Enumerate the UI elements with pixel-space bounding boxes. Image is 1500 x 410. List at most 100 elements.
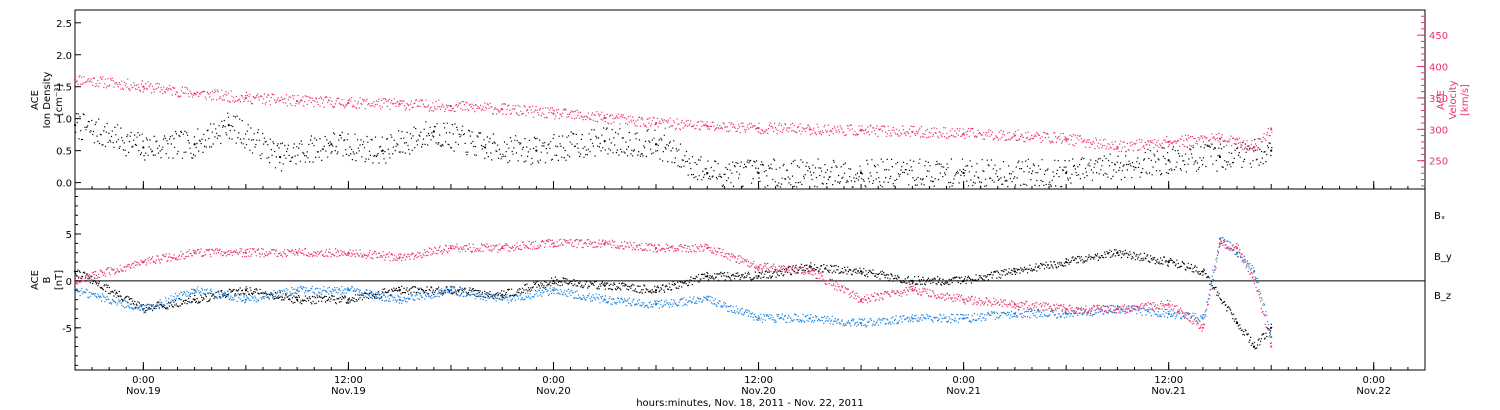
series-by-point [1235, 251, 1239, 254]
series-bz-point [706, 246, 709, 250]
velocity-tick-label: 350 [1429, 94, 1448, 105]
series-by-point [859, 322, 863, 325]
series-bz-point [552, 242, 555, 245]
series-bz-point [1065, 307, 1068, 311]
series-velocity-point [1167, 140, 1170, 143]
series-bz-point [501, 246, 504, 250]
series-bx-point [859, 270, 863, 273]
velocity-tick-label: 450 [1429, 31, 1448, 42]
series-density-point [962, 171, 965, 175]
series-bz-point [654, 246, 658, 250]
series-by-point [654, 303, 658, 306]
series-bx-point [706, 275, 709, 278]
series-by-point [193, 289, 196, 292]
x-tick-time: 0:00 [952, 375, 974, 386]
series-bx-point [1235, 322, 1239, 325]
series-bx-point [552, 279, 555, 283]
series-density-point [142, 146, 145, 149]
legend-by: B_y [1434, 252, 1452, 263]
series-velocity-point [706, 125, 709, 128]
x-tick-date: Nov.20 [536, 386, 571, 397]
series-velocity [73, 75, 1273, 153]
ylabel-velocity-line3: [km/s] [1460, 84, 1471, 116]
x-tick-date: Nov.19 [331, 386, 366, 397]
series-by-point [398, 298, 401, 301]
series-bx-point [757, 275, 760, 278]
series-velocity-point [808, 128, 811, 131]
x-tick-time: 12:00 [334, 375, 363, 386]
top-panel: 0.0 0.5 1.0 1.5 2.0 2.5 250 300 350 400 450 ACE I… [30, 9, 1471, 190]
series-bz-point [859, 298, 863, 301]
series-velocity-point [859, 129, 863, 132]
series-bx-point [1013, 270, 1016, 273]
velocity-tick-label: 300 [1429, 125, 1448, 136]
x-tick-date: Nov.21 [1151, 386, 1186, 397]
series-velocity-point [347, 101, 350, 105]
series-bx-points [75, 249, 1272, 350]
series-bx-point [296, 298, 299, 301]
ylabel-b-line1: ACE [30, 270, 41, 290]
series-density-point [654, 143, 658, 146]
series-bz-point [1235, 246, 1239, 250]
series-velocity-point [654, 121, 658, 125]
series-bz-point [1270, 345, 1273, 348]
series-density-point [278, 155, 282, 159]
series-density-point [757, 171, 760, 175]
series-velocity-point [1013, 134, 1016, 137]
series-bz-point [757, 265, 760, 268]
series-density-point [330, 143, 333, 146]
series-density-point [1218, 155, 1222, 159]
series-bx-point [1116, 251, 1119, 254]
series-by-point [706, 298, 709, 301]
series-velocity-point [1253, 145, 1256, 149]
x-axis: 0:00Nov.1912:00Nov.190:00Nov.2012:00Nov.… [74, 181, 1426, 409]
series-bz-points [75, 238, 1272, 345]
series-bz [73, 238, 1273, 348]
series-bx-point [911, 279, 914, 283]
series-bz-point [398, 256, 401, 259]
series-by-point [552, 289, 555, 292]
density-tick-label: 2.5 [56, 19, 72, 30]
ylabel-velocity-line1: ACE [1436, 90, 1447, 110]
series-velocity-point [244, 96, 247, 100]
legend-bx: Bₓ [1434, 211, 1445, 222]
series-velocity-point [1116, 145, 1119, 149]
series-density-point [484, 146, 487, 149]
ylabel-density-line1: ACE [30, 90, 41, 110]
series-bx-point [398, 289, 401, 292]
series-bx-point [244, 289, 247, 292]
series-bz-point [142, 261, 145, 264]
series-density-point [73, 123, 77, 127]
series-density-point [859, 171, 863, 175]
series-by-point [296, 289, 299, 292]
series-by-point [808, 317, 811, 320]
series-by-point [603, 298, 606, 301]
series-bx-point [603, 284, 606, 287]
series-velocity-point [398, 103, 401, 106]
density-tick-label: 2.0 [56, 51, 72, 62]
series-velocity-point [911, 130, 914, 133]
series-bz-point [1167, 303, 1170, 306]
series-density [73, 112, 1273, 188]
x-tick-time: 0:00 [542, 375, 564, 386]
series-by [73, 237, 1273, 339]
x-tick-date: Nov.22 [1356, 386, 1391, 397]
series-by-point [501, 298, 504, 301]
ylabel-density-line2: Ion Density [42, 72, 53, 129]
series-bx-point [654, 289, 658, 292]
series-velocity-point [1270, 128, 1273, 131]
series-by-point [347, 289, 350, 292]
x-tick-time: 12:00 [744, 375, 773, 386]
series-bx [73, 249, 1273, 350]
series-bz-point [347, 251, 350, 254]
series-bz-point [296, 251, 299, 254]
series-velocity-point [501, 108, 504, 111]
ylabel-density-line3: [cm⁻³] [54, 84, 65, 116]
series-density-point [193, 143, 196, 146]
velocity-tick-label: 250 [1429, 157, 1448, 168]
series-by-point [1065, 312, 1068, 315]
series-density-point [381, 149, 384, 152]
series-bz-point [1218, 242, 1222, 245]
series-velocity-point [142, 85, 145, 88]
